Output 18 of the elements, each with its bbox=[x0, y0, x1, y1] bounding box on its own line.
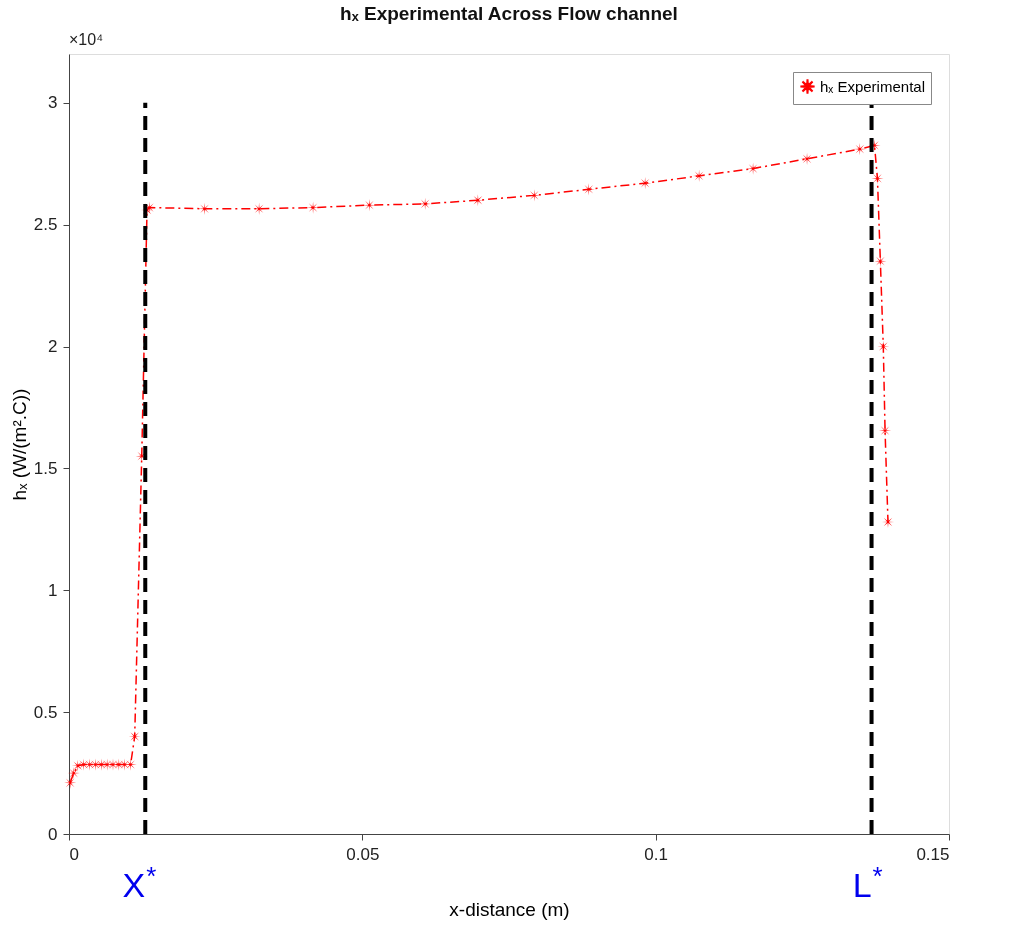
y-tick-label: 2.5 bbox=[33, 215, 58, 235]
ref-line-label: L* bbox=[852, 861, 883, 904]
y-axis-title: hₓ (W/(m².C)) bbox=[8, 388, 30, 501]
text: ×10⁴ bbox=[69, 31, 104, 48]
y-tick-label: 1.5 bbox=[33, 458, 58, 478]
y-tick-label: 3 bbox=[48, 93, 58, 113]
y-tick-label: 1 bbox=[48, 580, 58, 600]
x-tick-label: 0 bbox=[69, 844, 79, 864]
x-tick-label: 0.1 bbox=[644, 844, 668, 864]
y-tick-label: 2 bbox=[48, 337, 58, 356]
y-tick-label: 0.5 bbox=[33, 702, 58, 722]
chart-title: hₓ Experimental Across Flow channel bbox=[340, 3, 678, 24]
y-tick-label: 0 bbox=[48, 824, 58, 844]
x-tick-label: 0.15 bbox=[916, 844, 950, 864]
ref-line-label: X* bbox=[122, 861, 157, 904]
legend-label: hₓ Experimental bbox=[820, 77, 925, 95]
x-tick-label: 0.05 bbox=[346, 844, 380, 864]
x-axis-title: x-distance (m) bbox=[449, 898, 570, 920]
